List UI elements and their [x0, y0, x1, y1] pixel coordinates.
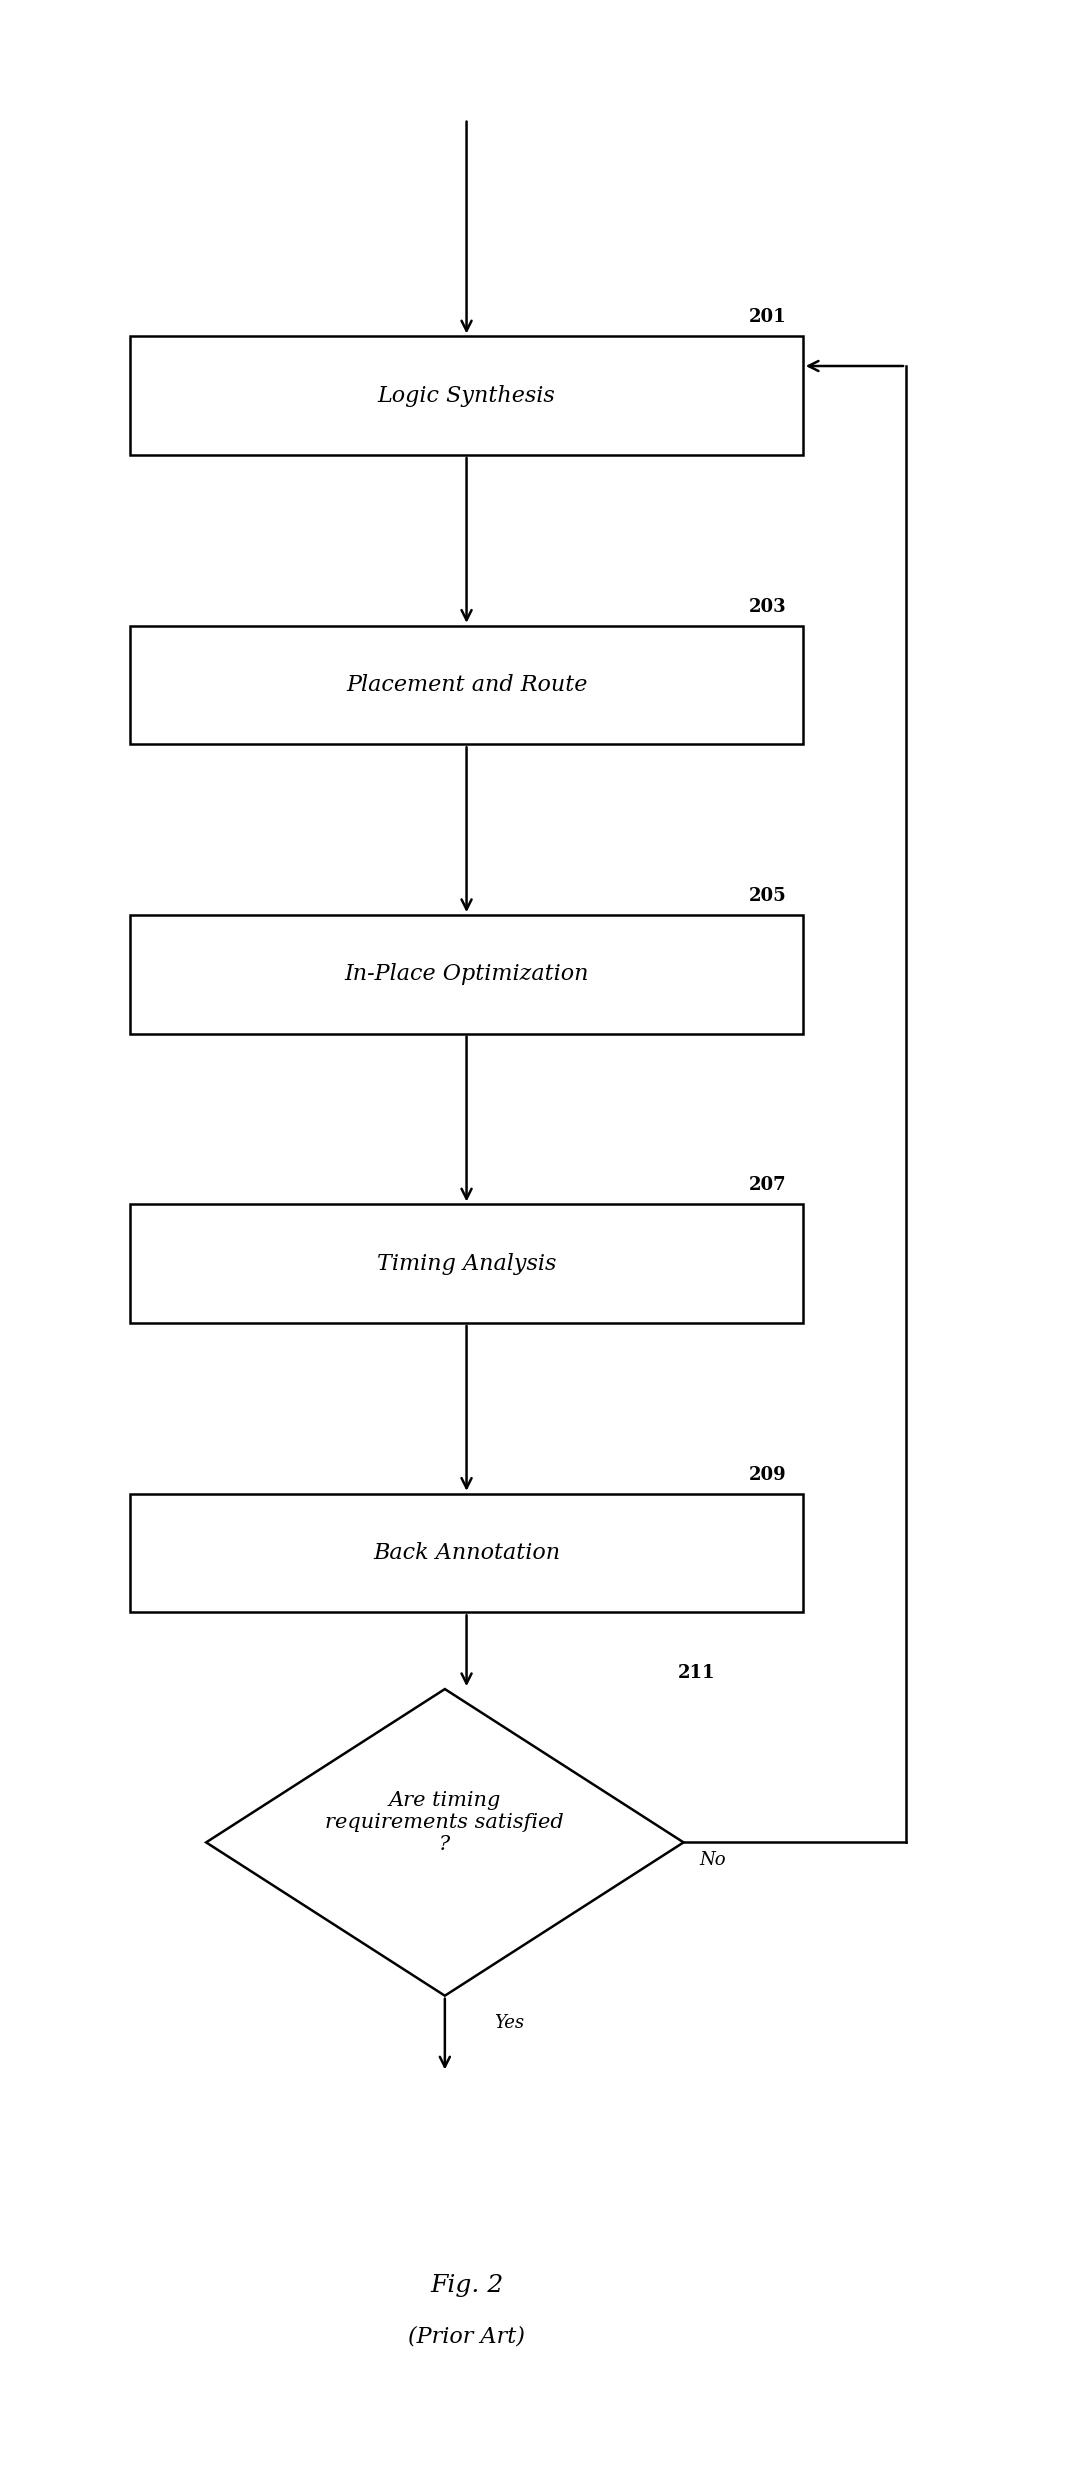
Bar — [130, 915, 803, 1034]
Text: 205: 205 — [749, 888, 787, 905]
Text: (Prior Art): (Prior Art) — [408, 2327, 525, 2347]
Text: Are timing
requirements satisfied
?: Are timing requirements satisfied ? — [326, 1790, 564, 1855]
Text: 203: 203 — [749, 598, 787, 616]
Text: In-Place Optimization: In-Place Optimization — [344, 964, 589, 984]
Bar — [130, 626, 803, 744]
Bar — [130, 1494, 803, 1612]
Text: Back Annotation: Back Annotation — [373, 1543, 560, 1563]
Text: 209: 209 — [749, 1466, 787, 1484]
Text: No: No — [700, 1850, 727, 1870]
Bar — [130, 336, 803, 455]
Text: Timing Analysis: Timing Analysis — [376, 1254, 557, 1274]
Text: 207: 207 — [749, 1177, 787, 1194]
Polygon shape — [206, 1689, 684, 1996]
Text: Placement and Route: Placement and Route — [346, 675, 587, 695]
Text: 201: 201 — [749, 309, 787, 326]
Text: 211: 211 — [678, 1664, 716, 1682]
Bar — [130, 1204, 803, 1323]
Text: Logic Synthesis: Logic Synthesis — [378, 386, 556, 406]
Text: Yes: Yes — [494, 2013, 524, 2033]
Text: Fig. 2: Fig. 2 — [430, 2273, 503, 2297]
